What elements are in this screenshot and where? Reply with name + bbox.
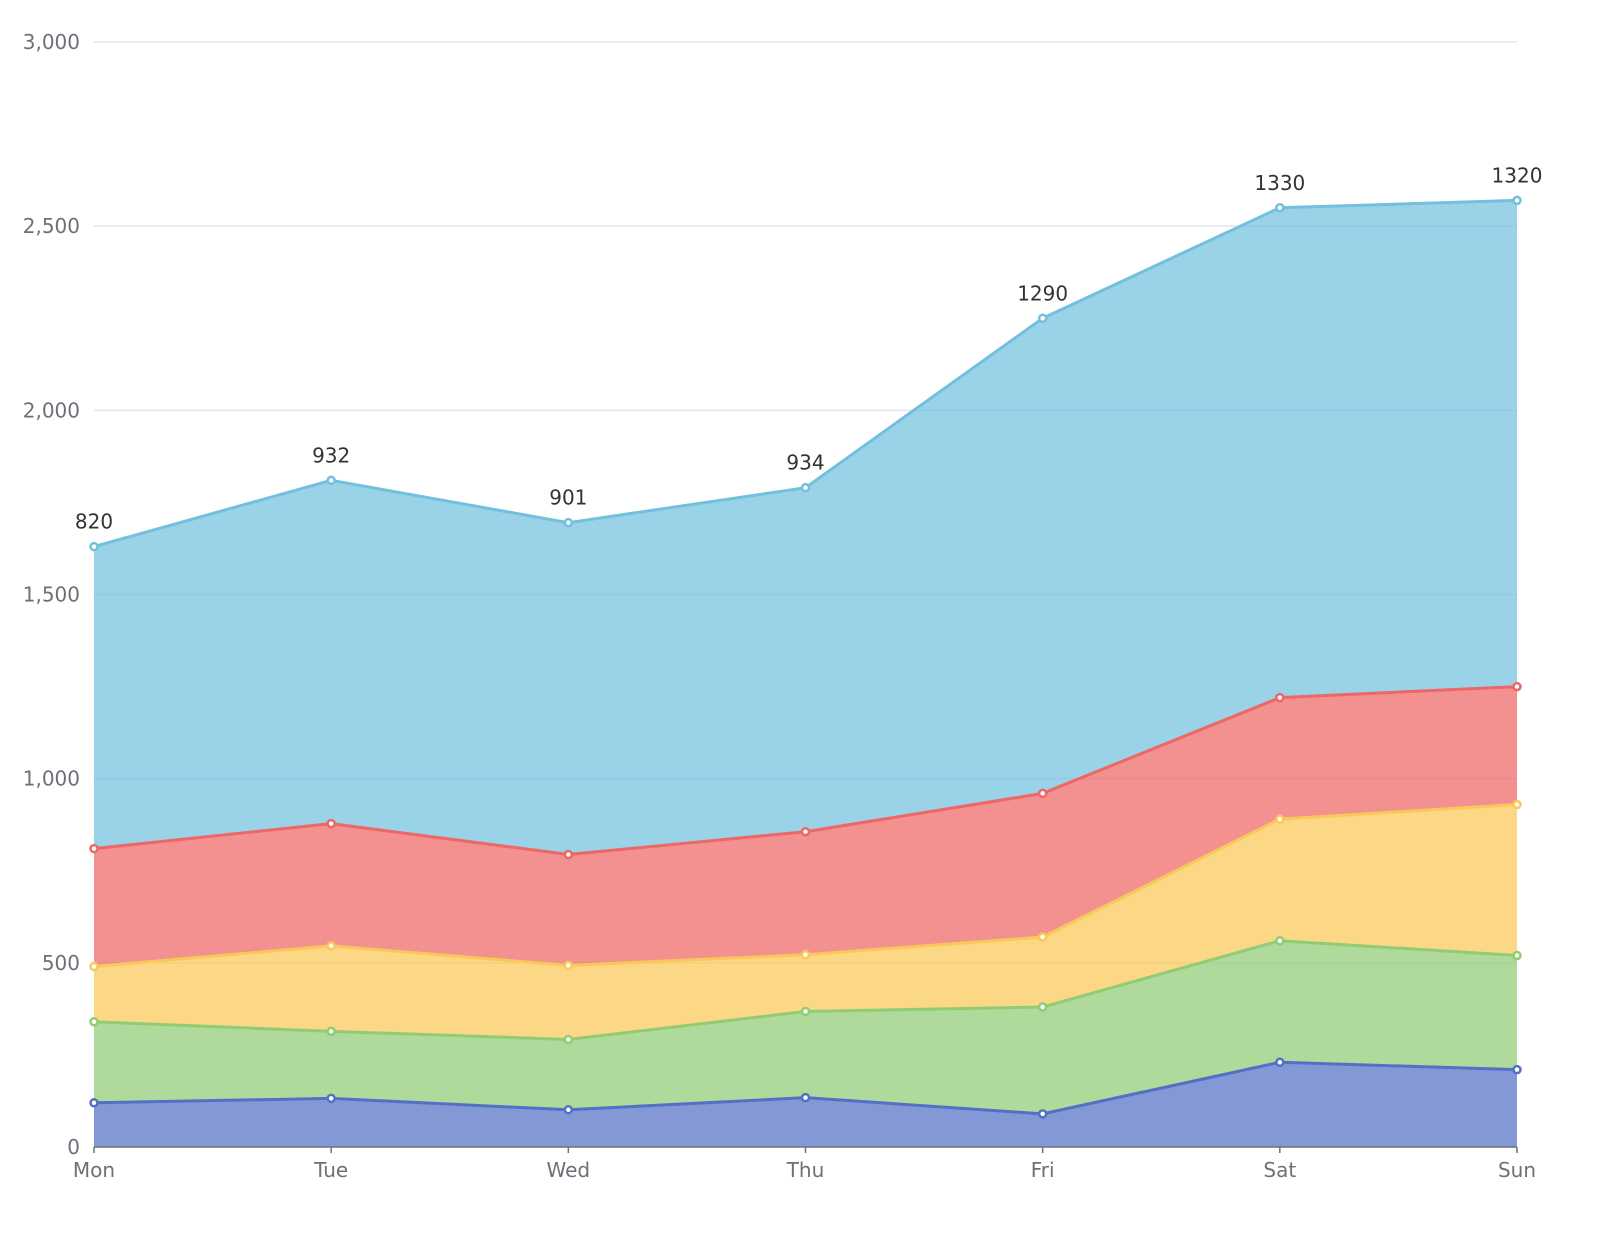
- data-point[interactable]: [1512, 681, 1522, 692]
- data-point[interactable]: [1512, 195, 1522, 206]
- data-point[interactable]: [800, 482, 811, 493]
- data-point[interactable]: [89, 843, 99, 854]
- data-point[interactable]: [1037, 1109, 1048, 1119]
- x-tick-label: Thu: [786, 1158, 825, 1182]
- series-3-area: [94, 804, 1517, 1040]
- data-point[interactable]: [1037, 788, 1048, 799]
- data-point[interactable]: [326, 1026, 336, 1037]
- data-label: 820: [75, 510, 113, 534]
- y-tick-label: 500: [42, 951, 80, 975]
- data-point[interactable]: [1275, 1057, 1285, 1068]
- data-point[interactable]: [800, 826, 811, 837]
- x-tick-label: Tue: [313, 1158, 348, 1182]
- data-point[interactable]: [89, 1098, 99, 1108]
- x-tick-label: Sat: [1263, 1158, 1296, 1182]
- data-point[interactable]: [326, 475, 336, 486]
- data-label: 932: [312, 443, 350, 467]
- axes: 0 500 1,000 1,500 2,000 2,500 3,000 Mon Tue Wed Th…: [23, 30, 1536, 1182]
- data-point[interactable]: [563, 849, 574, 860]
- data-point[interactable]: [1037, 313, 1048, 323]
- data-labels: 820 932 901 934 1290 1330 1320: [75, 163, 1543, 533]
- data-label: 934: [786, 451, 824, 475]
- data-label: 901: [549, 486, 587, 510]
- data-point[interactable]: [1275, 935, 1285, 946]
- data-point[interactable]: [1512, 950, 1522, 961]
- data-point[interactable]: [563, 960, 574, 971]
- data-point[interactable]: [1512, 1064, 1522, 1075]
- data-label: 1290: [1017, 281, 1068, 305]
- data-point[interactable]: [1275, 203, 1285, 213]
- data-label: 1330: [1254, 171, 1305, 195]
- series-points: [89, 195, 1522, 1119]
- series-5-area: [94, 200, 1517, 855]
- x-tick-label: Sun: [1498, 1158, 1536, 1182]
- data-point[interactable]: [563, 1034, 574, 1045]
- series-1-area: [94, 1062, 1517, 1147]
- data-point[interactable]: [800, 1006, 811, 1017]
- data-point[interactable]: [89, 961, 99, 972]
- data-point[interactable]: [563, 517, 574, 528]
- x-tick-label: Fri: [1031, 1158, 1055, 1182]
- data-point[interactable]: [1275, 814, 1285, 824]
- y-tick-label: 2,500: [23, 214, 80, 238]
- data-point[interactable]: [1512, 799, 1522, 810]
- y-tick-label: 2,000: [23, 398, 80, 422]
- y-tick-label: 1,000: [23, 767, 80, 791]
- y-tick-label: 0: [67, 1135, 80, 1159]
- data-point[interactable]: [563, 1105, 574, 1115]
- data-point[interactable]: [800, 949, 811, 960]
- data-point[interactable]: [326, 1093, 336, 1104]
- data-point[interactable]: [89, 541, 99, 552]
- series-2-area: [94, 940, 1517, 1114]
- data-point[interactable]: [800, 1092, 811, 1103]
- data-point[interactable]: [326, 818, 336, 829]
- data-label: 1320: [1492, 163, 1543, 187]
- series-4-area: [94, 686, 1517, 967]
- y-tick-label: 3,000: [23, 30, 80, 54]
- data-point[interactable]: [1275, 692, 1285, 703]
- data-point[interactable]: [326, 941, 336, 951]
- series-areas: [94, 200, 1517, 1147]
- x-tick-label: Wed: [547, 1158, 591, 1182]
- y-tick-label: 1,500: [23, 583, 80, 607]
- data-point[interactable]: [89, 1017, 99, 1027]
- x-tick-label: Mon: [73, 1158, 115, 1182]
- data-point[interactable]: [1037, 1002, 1048, 1012]
- data-point[interactable]: [1037, 932, 1048, 942]
